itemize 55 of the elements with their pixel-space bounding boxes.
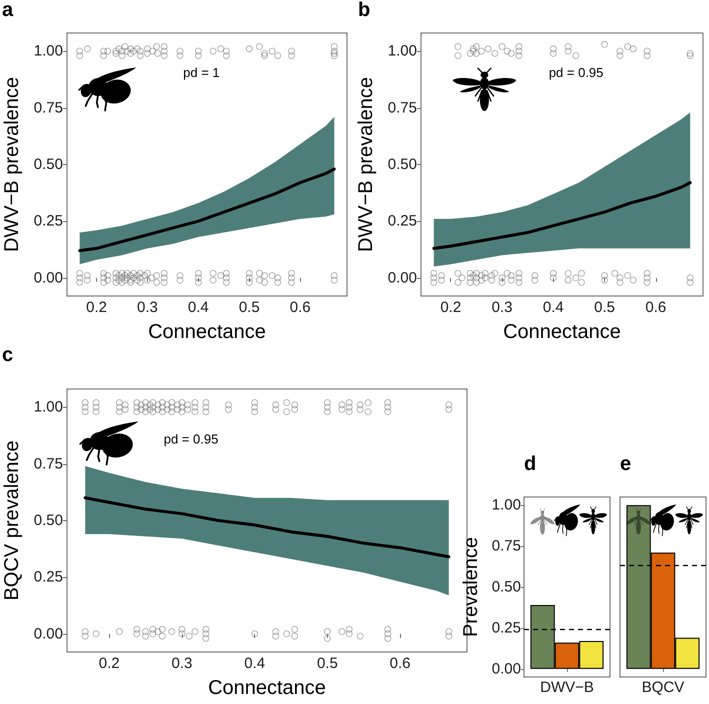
annotation: pd = 0.95 [164,431,218,446]
chart-title: d [524,453,536,475]
y-tick-label: 0.75 [492,538,521,555]
x-axis-title: Connectance [208,677,326,699]
y-tick-label: 0.75 [34,455,63,472]
y-axis-title: Prevalence [460,536,482,638]
y-tick-label: 0.50 [34,156,63,173]
y-tick-label: 0.00 [388,269,417,286]
x-tick-label: 0.6 [645,299,666,316]
x-tick-label: 0.5 [316,655,338,672]
y-tick-label: 0.25 [492,619,521,636]
x-tick-label: 0.2 [440,299,462,316]
x-tick-label: 0.2 [98,655,120,672]
line-series [78,168,336,252]
x-axis-title: Connectance [503,321,621,343]
y-tick-label: 0.50 [388,156,417,173]
y-axis-title: DWV−B prevalence [1,76,23,252]
y-tick-label: 0.25 [34,568,63,586]
y-tick-label: 0.50 [34,512,63,529]
y-tick-label: 1.00 [492,496,521,514]
y-tick-label: 0.00 [492,660,521,678]
x-tick-label: 0.4 [244,655,266,672]
x-tick-label: 0.2 [86,299,107,316]
chart-title: b [358,0,370,21]
line-series [84,496,450,558]
y-tick-label: 0.00 [34,625,63,642]
y-tick-label: 0.50 [492,578,521,596]
x-tick-label: 0.3 [171,655,192,672]
x-tick-label: 0.4 [542,299,564,316]
x-tick-label: 0.3 [137,299,158,316]
chart-title: c [2,344,14,366]
chart-title: e [620,453,632,475]
x-tick-label: 0.5 [594,299,615,316]
x-tick-label: 0.3 [492,299,512,316]
x-tick-label: BQCV [642,679,684,696]
x-tick-label: 0.5 [238,299,260,316]
x-axis-title: Connectance [148,321,266,343]
y-tick-label: 1.00 [34,398,63,416]
x-tick-label: 0.6 [390,655,411,672]
y-tick-label: 0.00 [34,269,63,286]
y-tick-label: 0.25 [34,212,63,230]
y-tick-label: 0.75 [34,99,63,116]
y-tick-label: 0.25 [388,212,417,230]
y-axis-title: DWV−B prevalence [355,76,377,252]
line-series [432,181,692,250]
y-tick-label: 0.75 [388,99,417,116]
annotation: pd = 1 [183,64,220,80]
x-tick-label: DWV−B [540,679,594,696]
y-axis-title: BQCV prevalence [1,440,23,601]
y-tick-label: 1.00 [388,42,417,60]
y-tick-label: 1.00 [34,42,63,60]
x-tick-label: 0.6 [290,299,311,316]
x-tick-label: 0.4 [188,299,209,316]
chart-title: a [2,0,14,21]
annotation: pd = 0.95 [548,64,604,80]
